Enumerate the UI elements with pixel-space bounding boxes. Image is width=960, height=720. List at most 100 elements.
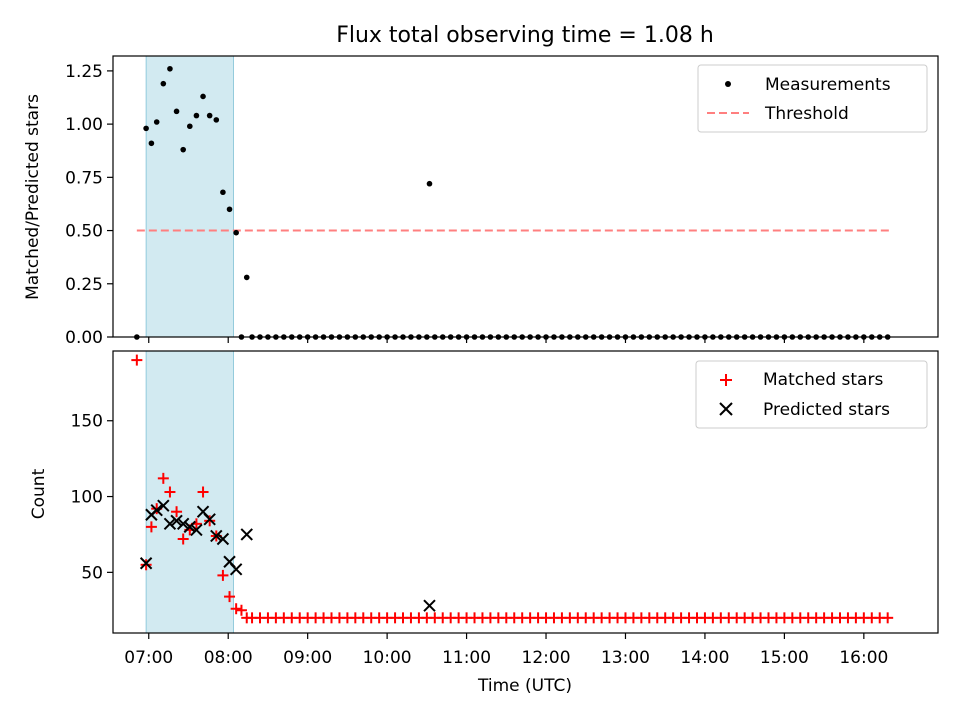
matched-star-point [140, 559, 152, 571]
ratio-y-tick-label: 0.75 [65, 168, 103, 188]
measurement-point [167, 65, 173, 72]
time-x-tick-label: 13:00 [601, 648, 650, 668]
matched-star-point [204, 515, 216, 527]
ratio-x-ticks [148, 337, 865, 343]
matched-star-point [882, 612, 894, 624]
measurement-point [180, 146, 186, 153]
predicted-star-point [216, 532, 230, 546]
count-y-tick-label: 150 [71, 412, 103, 432]
predicted-star-mark-b [183, 520, 197, 534]
ratio-y-axis: 0.00 0.25 0.50 0.75 1.00 1.25 [65, 62, 113, 348]
ratio-panel-frame [112, 55, 939, 338]
measurement-point [160, 80, 167, 87]
matched-stars-series [131, 354, 894, 624]
matched-star-point [197, 486, 209, 498]
matched-star-point [224, 591, 236, 603]
chart-title: Flux total observing time = 1.08 h [336, 23, 714, 48]
legend-measurements-label: Measurements [765, 75, 891, 95]
predicted-star-point [170, 514, 183, 528]
ratio-y-tick-label: 0.50 [65, 222, 103, 242]
measurement-point [426, 180, 433, 187]
time-x-tick-label: 12:00 [522, 648, 571, 668]
observing-window-shade-bottom [145, 350, 234, 634]
predicted-star-mark-b [240, 528, 253, 541]
count-legend: Matched stars Predicted stars [695, 360, 928, 429]
time-x-axis: 07:00 08:00 09:00 10:00 11:00 12:00 13:00 14:00… [124, 633, 888, 668]
time-x-tick-label: 10:00 [363, 648, 412, 668]
time-x-tick-label: 08:00 [204, 648, 253, 668]
legend-predicted-label: Predicted stars [763, 400, 890, 420]
measurement-point [173, 108, 180, 115]
legend-matched-marker [720, 374, 732, 386]
matched-star-point [217, 569, 229, 581]
time-x-tick-label: 09:00 [283, 648, 332, 668]
count-y-tick-label: 50 [81, 563, 103, 583]
ratio-y-tick-label: 0.25 [65, 275, 103, 295]
count-panel: 50 100 150 07:00 08:00 09:00 10:00 11:00 12:00 1… [29, 350, 939, 696]
matched-star-point [157, 472, 169, 484]
predicted-star-point [163, 517, 177, 531]
predicted-star-point [190, 523, 203, 537]
time-x-tick-label: 14:00 [680, 648, 729, 668]
measurement-point [213, 117, 220, 123]
ratio-y-tick-label: 0.00 [65, 328, 103, 348]
predicted-star-mark-b [170, 514, 183, 528]
legend-predicted-marker [719, 402, 733, 416]
predicted-star-mark-b [229, 563, 243, 576]
predicted-star-mark-b [163, 517, 177, 531]
predicted-star-mark-b [423, 599, 436, 612]
predicted-star-point [183, 520, 197, 534]
matched-star-point [164, 486, 176, 498]
ratio-y-axis-label: Matched/Predicted stars [23, 94, 43, 300]
predicted-star-point [150, 503, 163, 517]
matched-star-point [230, 603, 242, 615]
predicted-star-point [157, 499, 170, 512]
measurement-point [193, 112, 200, 119]
ratio-y-tick-label: 1.25 [65, 62, 103, 82]
measurements-series [134, 65, 891, 340]
count-y-axis-label: Count [29, 468, 49, 519]
ratio-legend-box [697, 64, 928, 133]
predicted-star-mark-b [216, 532, 230, 546]
predicted-star-mark-b [223, 555, 236, 568]
measurement-point [200, 93, 206, 100]
legend-threshold-label: Threshold [764, 104, 849, 124]
predicted-star-point [210, 529, 223, 543]
count-y-axis: 50 100 150 [71, 412, 113, 583]
predicted-star-point [139, 557, 153, 570]
predicted-star-mark-b [203, 513, 216, 526]
measurement-point [220, 189, 226, 196]
legend-measurements-marker [725, 81, 731, 87]
matched-star-point [131, 354, 143, 366]
measurement-point [233, 229, 239, 236]
predicted-star-point [203, 513, 216, 526]
matched-star-point [177, 533, 189, 545]
predicted-star-mark-b [190, 523, 203, 537]
matched-star-point [145, 521, 157, 533]
predicted-star-mark-b [176, 517, 190, 531]
predicted-star-mark-b [157, 499, 170, 512]
measurement-point [243, 274, 250, 281]
predicted-star-point [176, 517, 190, 531]
predicted-star-point [423, 599, 436, 612]
time-x-tick-label: 07:00 [124, 648, 173, 668]
predicted-star-point [229, 563, 243, 576]
time-x-axis-label: Time (UTC) [477, 676, 572, 696]
count-panel-frame [112, 350, 939, 634]
time-x-tick-label: 15:00 [760, 648, 809, 668]
time-x-tick-label: 16:00 [839, 648, 888, 668]
predicted-star-mark-b [139, 557, 153, 570]
time-x-tick-label: 11:00 [442, 648, 491, 668]
count-legend-box [695, 360, 928, 429]
predicted-star-mark-b [196, 505, 210, 518]
predicted-star-point [240, 528, 253, 541]
count-y-tick-label: 100 [71, 488, 103, 508]
predicted-star-mark-b [210, 529, 223, 543]
measurement-point [153, 119, 160, 125]
ratio-legend: Measurements Threshold [697, 64, 928, 133]
predicted-star-mark-b [150, 503, 163, 517]
predicted-stars-series [139, 499, 436, 612]
measurement-point [187, 123, 193, 130]
measurement-point [226, 206, 233, 213]
